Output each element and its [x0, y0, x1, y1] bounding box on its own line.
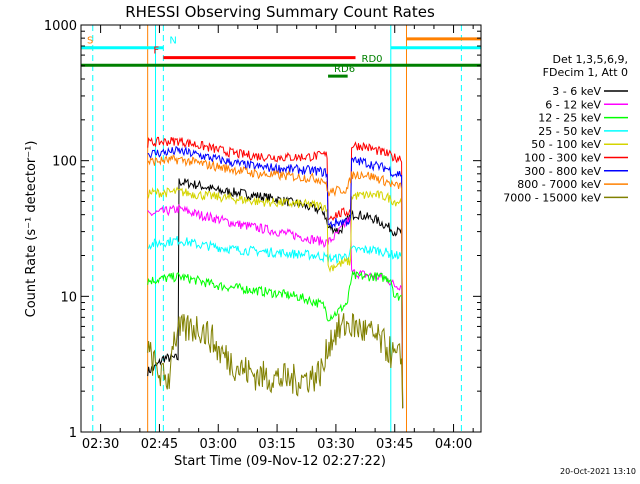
- legend-label-3: 25 - 50 keV: [538, 125, 601, 138]
- series-line-1: [147, 203, 404, 409]
- legend-label-1: 6 - 12 keV: [545, 98, 601, 111]
- x-tick-label-4: 03:30: [317, 437, 354, 452]
- y-tick-label-0: 1: [69, 426, 77, 441]
- legend-label-0: 3 - 6 keV: [552, 85, 601, 98]
- legend-label-5: 100 - 300 keV: [524, 152, 601, 165]
- series-line-7: [147, 154, 404, 409]
- legend-header-1: FDecim 1, Att 0: [543, 66, 628, 79]
- flag-label-5: RD0: [362, 54, 383, 65]
- timestamp-label: 20-Oct-2021 13:10: [560, 467, 636, 476]
- legend-header-0: Det 1,3,5,6,9,: [552, 53, 628, 66]
- y-tick-label-1: 10: [60, 290, 77, 305]
- y-tick-label-2: 100: [52, 155, 77, 170]
- flag-label-6: RD6: [334, 64, 355, 75]
- y-axis: 1 10 100 1000: [44, 19, 481, 441]
- x-axis-label: Start Time (09-Nov-12 02:27:22): [174, 454, 386, 469]
- legend-label-2: 12 - 25 keV: [538, 112, 601, 125]
- series-line-2: [147, 270, 404, 409]
- legend-label-4: 50 - 100 keV: [531, 138, 601, 151]
- legend-label-8: 7000 - 15000 keV: [503, 191, 601, 204]
- flag-label-2: N: [169, 36, 176, 47]
- flag-label-3: F: [153, 46, 159, 57]
- x-tick-label-5: 03:45: [376, 437, 413, 452]
- series-line-8: [147, 312, 404, 409]
- series-line-4: [147, 186, 404, 409]
- series-line-3: [147, 235, 404, 409]
- y-tick-label-3: 1000: [44, 19, 77, 34]
- flag-label-0: S: [87, 36, 93, 47]
- legend-label-7: 800 - 7000 keV: [517, 178, 601, 191]
- y-axis-label: Count Rate (s⁻¹ detector⁻¹): [24, 141, 39, 318]
- x-tick-label-6: 04:00: [435, 437, 472, 452]
- x-tick-label-2: 03:00: [200, 437, 237, 452]
- series-line-5: [147, 136, 404, 409]
- legend: Det 1,3,5,6,9,FDecim 1, Att 0 3 - 6 keV6 …: [503, 53, 628, 204]
- x-tick-label-0: 02:30: [82, 437, 119, 452]
- instrument-flags: S NF RD0 RD6: [81, 36, 481, 78]
- chart-title: RHESSI Observing Summary Count Rates: [125, 3, 435, 21]
- plot-frame: [80, 24, 482, 433]
- series-line-0: [147, 178, 404, 409]
- series-line-6: [147, 146, 404, 409]
- x-tick-label-1: 02:45: [141, 437, 178, 452]
- series-layer: [147, 136, 404, 409]
- x-axis: 02:30 02:45 03:00 03:15 03:30 03:45 04:00: [82, 25, 474, 452]
- x-tick-label-3: 03:15: [258, 437, 295, 452]
- legend-label-6: 300 - 800 keV: [524, 165, 601, 178]
